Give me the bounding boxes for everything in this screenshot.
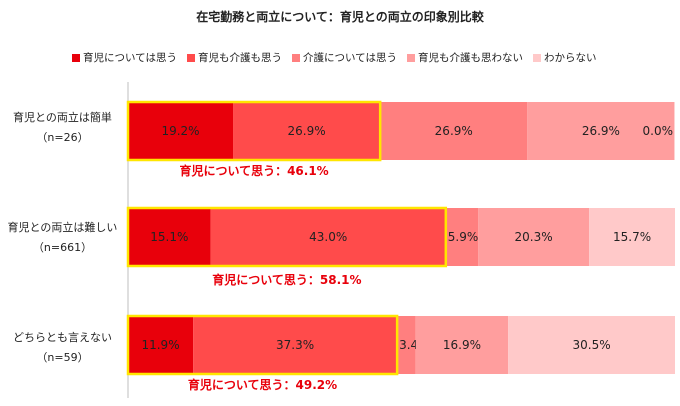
legend-item: 介護については思う bbox=[291, 50, 397, 65]
bar-segment bbox=[380, 102, 528, 160]
data-label: 5.9% bbox=[448, 230, 479, 244]
data-label: 16.9% bbox=[443, 338, 481, 352]
highlight-frame bbox=[126, 100, 382, 162]
category-label: 育児との両立は簡単 （n=26） bbox=[0, 108, 125, 148]
bar-segment bbox=[589, 208, 675, 266]
legend-swatch bbox=[72, 53, 80, 62]
category-label: 育児との両立は難しい （n=661） bbox=[0, 218, 125, 258]
bar-segment bbox=[478, 208, 590, 266]
chart-title: 在宅勤務と両立について：育児との両立の印象別比較 bbox=[196, 10, 484, 24]
bar-segment bbox=[210, 208, 446, 266]
data-label: 26.9% bbox=[435, 124, 473, 138]
category-n: （n=661） bbox=[32, 241, 93, 254]
legend-swatch bbox=[406, 53, 415, 62]
bar-segment bbox=[415, 316, 509, 374]
bar-segment bbox=[128, 208, 211, 266]
category-n: （n=59） bbox=[36, 351, 89, 364]
legend-label: 育児も介護も思う bbox=[197, 52, 282, 64]
data-label: 30.5% bbox=[573, 338, 611, 352]
annotation-label: 育児について思う：46.1% bbox=[179, 163, 328, 178]
bar-segment bbox=[445, 208, 479, 266]
category-n: （n=26） bbox=[36, 131, 89, 144]
legend-item: 育児も介護も思わない bbox=[406, 50, 523, 65]
legend-item: わからない bbox=[532, 50, 597, 65]
annotation-label: 育児について思う：58.1% bbox=[212, 272, 361, 287]
data-label: 19.2% bbox=[161, 124, 199, 138]
data-label: 15.1% bbox=[150, 230, 188, 244]
legend-label: わからない bbox=[543, 52, 597, 64]
bar-segment bbox=[128, 316, 194, 374]
legend: 育児については思う 育児も介護も思う 介護については思う 育児も介護も思わない … bbox=[72, 50, 596, 65]
data-label: 26.9% bbox=[582, 124, 620, 138]
data-label: 20.3% bbox=[515, 230, 553, 244]
legend-label: 育児については思う bbox=[83, 52, 177, 64]
legend-item: 育児については思う bbox=[72, 50, 177, 65]
legend-swatch bbox=[186, 53, 195, 62]
category-name: 育児との両立は簡単 bbox=[13, 111, 112, 124]
bar-segment bbox=[233, 102, 381, 160]
bar-segment bbox=[397, 316, 416, 374]
data-label: 11.9% bbox=[141, 338, 179, 352]
data-label: 26.9% bbox=[288, 124, 326, 138]
highlight-frame bbox=[126, 206, 448, 268]
bar-segment bbox=[527, 102, 675, 160]
data-label: 43.0% bbox=[309, 230, 347, 244]
legend-item: 育児も介護も思う bbox=[186, 50, 282, 65]
highlight-frame bbox=[126, 314, 399, 376]
data-label: 0.0% bbox=[643, 124, 674, 138]
bar-segment bbox=[508, 316, 675, 374]
category-name: どちらとも言えない bbox=[13, 331, 112, 344]
category-label: どちらとも言えない （n=59） bbox=[0, 328, 125, 368]
annotation-label: 育児について思う：49.2% bbox=[188, 377, 337, 392]
legend-label: 育児も介護も思わない bbox=[417, 52, 523, 64]
data-label: 37.3% bbox=[276, 338, 314, 352]
category-name: 育児との両立は難しい bbox=[7, 221, 118, 234]
legend-label: 介護については思う bbox=[302, 52, 397, 64]
legend-swatch bbox=[291, 53, 300, 62]
legend-swatch bbox=[532, 53, 541, 62]
bar-segment bbox=[193, 316, 398, 374]
bar-segment bbox=[128, 102, 234, 160]
data-label: 15.7% bbox=[613, 230, 651, 244]
